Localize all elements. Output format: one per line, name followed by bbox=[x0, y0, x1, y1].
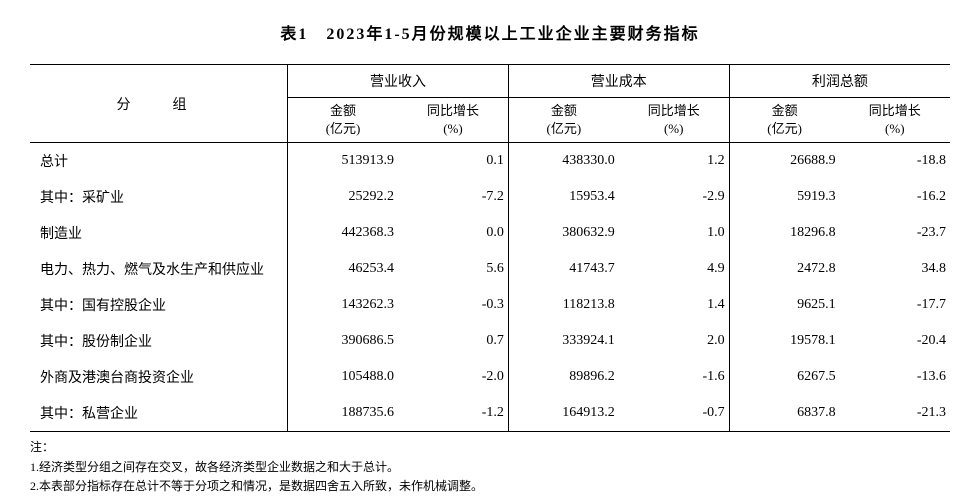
cell-value: 4.9 bbox=[619, 251, 729, 287]
sub-header-2a: 金额(亿元) bbox=[729, 98, 839, 143]
cell-value: 118213.8 bbox=[508, 287, 618, 323]
note-line-2: 2.本表部分指标存在总计不等于分项之和情况，是数据四舍五入所致，未作机械调整。 bbox=[30, 477, 950, 496]
cell-value: 1.2 bbox=[619, 143, 729, 180]
cell-value: 1.4 bbox=[619, 287, 729, 323]
cell-value: 6837.8 bbox=[729, 395, 839, 432]
col-group-1: 营业成本 bbox=[508, 65, 729, 98]
sub-header-2b: 同比增长(%) bbox=[840, 98, 950, 143]
row-label: 电力、热力、燃气及水生产和供应业 bbox=[30, 251, 288, 287]
cell-value: -0.7 bbox=[619, 395, 729, 432]
cell-value: 15953.4 bbox=[508, 179, 618, 215]
cell-value: 18296.8 bbox=[729, 215, 839, 251]
table-row: 其中：采矿业25292.2-7.215953.4-2.95919.3-16.2 bbox=[30, 179, 950, 215]
table-row: 其中：国有控股企业143262.3-0.3118213.81.49625.1-1… bbox=[30, 287, 950, 323]
cell-value: 442368.3 bbox=[288, 215, 398, 251]
row-label: 其中：采矿业 bbox=[30, 179, 288, 215]
cell-value: 9625.1 bbox=[729, 287, 839, 323]
cell-value: -1.2 bbox=[398, 395, 508, 432]
table-row: 其中：股份制企业390686.50.7333924.12.019578.1-20… bbox=[30, 323, 950, 359]
cell-value: 438330.0 bbox=[508, 143, 618, 180]
sub-header-0b: 同比增长(%) bbox=[398, 98, 508, 143]
footnotes: 注： 1.经济类型分组之间存在交叉，故各经济类型企业数据之和大于总计。 2.本表… bbox=[30, 438, 950, 496]
cell-value: 46253.4 bbox=[288, 251, 398, 287]
sub-header-0a: 金额(亿元) bbox=[288, 98, 398, 143]
cell-value: -23.7 bbox=[840, 215, 950, 251]
cell-value: 6267.5 bbox=[729, 359, 839, 395]
group-col-header: 分 组 bbox=[30, 65, 288, 143]
cell-value: -2.0 bbox=[398, 359, 508, 395]
table-row: 制造业442368.30.0380632.91.018296.8-23.7 bbox=[30, 215, 950, 251]
cell-value: 41743.7 bbox=[508, 251, 618, 287]
cell-value: -16.2 bbox=[840, 179, 950, 215]
cell-value: 2.0 bbox=[619, 323, 729, 359]
table-body: 总计513913.90.1438330.01.226688.9-18.8其中：采… bbox=[30, 143, 950, 432]
cell-value: 2472.8 bbox=[729, 251, 839, 287]
row-label: 外商及港澳台商投资企业 bbox=[30, 359, 288, 395]
cell-value: 5.6 bbox=[398, 251, 508, 287]
row-label: 其中：私营企业 bbox=[30, 395, 288, 432]
row-label: 制造业 bbox=[30, 215, 288, 251]
row-label: 总计 bbox=[30, 143, 288, 180]
cell-value: -18.8 bbox=[840, 143, 950, 180]
table-row: 电力、热力、燃气及水生产和供应业46253.45.641743.74.92472… bbox=[30, 251, 950, 287]
cell-value: 188735.6 bbox=[288, 395, 398, 432]
cell-value: 25292.2 bbox=[288, 179, 398, 215]
cell-value: -0.3 bbox=[398, 287, 508, 323]
table-head: 分 组 营业收入 营业成本 利润总额 金额(亿元) 同比增长(%) 金额(亿元)… bbox=[30, 65, 950, 143]
cell-value: 5919.3 bbox=[729, 179, 839, 215]
cell-value: 34.8 bbox=[840, 251, 950, 287]
table-row: 外商及港澳台商投资企业105488.0-2.089896.2-1.66267.5… bbox=[30, 359, 950, 395]
sub-header-1a: 金额(亿元) bbox=[508, 98, 618, 143]
cell-value: 89896.2 bbox=[508, 359, 618, 395]
cell-value: 333924.1 bbox=[508, 323, 618, 359]
row-label: 其中：国有控股企业 bbox=[30, 287, 288, 323]
col-group-0: 营业收入 bbox=[288, 65, 509, 98]
cell-value: -2.9 bbox=[619, 179, 729, 215]
row-label: 其中：股份制企业 bbox=[30, 323, 288, 359]
cell-value: 164913.2 bbox=[508, 395, 618, 432]
table-title: 表1 2023年1-5月份规模以上工业企业主要财务指标 bbox=[30, 20, 950, 44]
col-group-2: 利润总额 bbox=[729, 65, 950, 98]
cell-value: -17.7 bbox=[840, 287, 950, 323]
cell-value: -7.2 bbox=[398, 179, 508, 215]
cell-value: 26688.9 bbox=[729, 143, 839, 180]
cell-value: 0.1 bbox=[398, 143, 508, 180]
cell-value: 513913.9 bbox=[288, 143, 398, 180]
notes-header: 注： bbox=[30, 438, 950, 457]
cell-value: -21.3 bbox=[840, 395, 950, 432]
cell-value: 390686.5 bbox=[288, 323, 398, 359]
cell-value: -20.4 bbox=[840, 323, 950, 359]
financial-table: 分 组 营业收入 营业成本 利润总额 金额(亿元) 同比增长(%) 金额(亿元)… bbox=[30, 64, 950, 432]
note-line-1: 1.经济类型分组之间存在交叉，故各经济类型企业数据之和大于总计。 bbox=[30, 458, 950, 477]
cell-value: 0.7 bbox=[398, 323, 508, 359]
cell-value: 0.0 bbox=[398, 215, 508, 251]
cell-value: 143262.3 bbox=[288, 287, 398, 323]
cell-value: 105488.0 bbox=[288, 359, 398, 395]
cell-value: -1.6 bbox=[619, 359, 729, 395]
cell-value: 19578.1 bbox=[729, 323, 839, 359]
cell-value: 380632.9 bbox=[508, 215, 618, 251]
cell-value: 1.0 bbox=[619, 215, 729, 251]
cell-value: -13.6 bbox=[840, 359, 950, 395]
table-row: 其中：私营企业188735.6-1.2164913.2-0.76837.8-21… bbox=[30, 395, 950, 432]
sub-header-1b: 同比增长(%) bbox=[619, 98, 729, 143]
table-row: 总计513913.90.1438330.01.226688.9-18.8 bbox=[30, 143, 950, 180]
